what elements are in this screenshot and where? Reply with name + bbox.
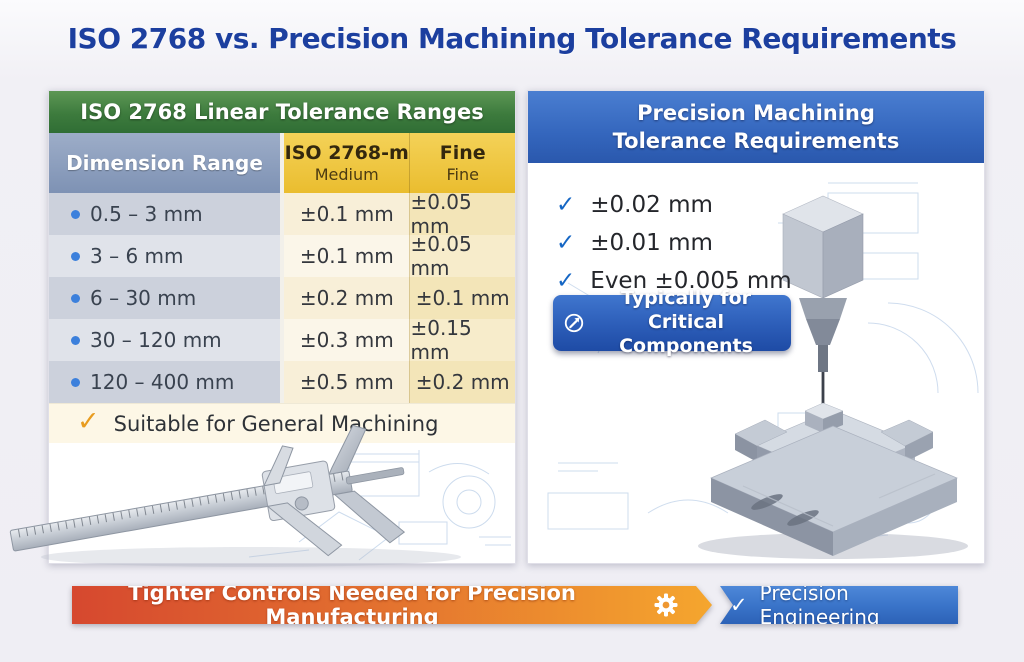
- fine-tolerance-cell: ±0.05 mm: [409, 232, 515, 280]
- critical-components-badge: Typically for Critical Components: [553, 287, 791, 357]
- table-row: 0.5 – 3 mm ±0.1 mm ±0.05 mm: [49, 190, 515, 238]
- dimension-range-cell: 120 – 400 mm: [49, 361, 285, 403]
- fine-tolerance-cell: ±0.2 mm: [409, 361, 515, 403]
- check-icon: ✓: [730, 593, 748, 617]
- col-header-medium-line1: ISO 2768-m: [284, 141, 409, 164]
- list-item: ✓ Even ±0.005 mm: [556, 262, 792, 300]
- bullet-dot-icon: [71, 377, 80, 387]
- tighter-controls-banner: Tighter Controls Needed for Precision Ma…: [72, 586, 712, 624]
- medium-tolerance-cell: ±0.2 mm: [284, 277, 410, 319]
- col-header-fine: Fine Fine: [409, 133, 515, 193]
- dimension-range-cell: 3 – 6 mm: [49, 235, 285, 277]
- list-item: ✓ ±0.02 mm: [556, 186, 792, 224]
- table-row: 120 – 400 mm ±0.5 mm ±0.2 mm: [49, 361, 515, 403]
- page-title: ISO 2768 vs. Precision Machining Toleran…: [67, 22, 957, 55]
- bullet-dot-icon: [71, 209, 80, 219]
- check-icon: ✓: [77, 406, 100, 437]
- col-header-medium-line2: Medium: [314, 165, 379, 185]
- range-label: 30 – 120 mm: [90, 328, 222, 352]
- check-icon: ✓: [556, 230, 576, 256]
- bullet-dot-icon: [71, 293, 80, 303]
- list-item: ✓ ±0.01 mm: [556, 224, 792, 262]
- machine-fixture-illustration: [698, 195, 968, 559]
- medium-tolerance-cell: ±0.1 mm: [284, 235, 410, 277]
- dimension-range-cell: 6 – 30 mm: [49, 277, 285, 319]
- medium-tolerance-cell: ±0.1 mm: [284, 193, 410, 235]
- bullet-dot-icon: [71, 251, 80, 261]
- right-header-line2: Tolerance Requirements: [612, 129, 900, 153]
- fine-tolerance-cell: ±0.15 mm: [409, 316, 515, 364]
- range-label: 0.5 – 3 mm: [90, 202, 203, 226]
- iso-2768-panel: ISO 2768 Linear Tolerance Ranges Dimensi…: [9, 90, 516, 567]
- range-label: 6 – 30 mm: [90, 286, 197, 310]
- tolerance-value: ±0.01 mm: [590, 230, 713, 256]
- left-panel-header: ISO 2768 Linear Tolerance Ranges: [49, 91, 515, 133]
- range-label: 3 – 6 mm: [90, 244, 184, 268]
- table-header-row: Dimension Range ISO 2768-m Medium Fine F…: [49, 133, 515, 193]
- precision-icon: [564, 313, 584, 333]
- col-header-fine-line1: Fine: [439, 141, 486, 164]
- col-header-fine-line2: Fine: [446, 165, 479, 185]
- precision-machining-panel: Precision Machining Tolerance Requiremen…: [527, 90, 985, 564]
- precision-engineering-banner: ✓ Precision Engineering: [720, 586, 958, 624]
- note-label: Suitable for General Machining: [113, 411, 439, 436]
- tolerance-value: Even ±0.005 mm: [590, 268, 792, 294]
- check-icon: ✓: [556, 268, 576, 294]
- general-machining-note: ✓ Suitable for General Machining: [49, 403, 515, 443]
- badge-line2: Components: [619, 334, 753, 357]
- dimension-range-cell: 0.5 – 3 mm: [49, 193, 285, 235]
- banner-left-label: Tighter Controls Needed for Precision Ma…: [128, 581, 576, 629]
- table-row: 6 – 30 mm ±0.2 mm ±0.1 mm: [49, 277, 515, 319]
- col-header-dimension-range: Dimension Range: [49, 133, 284, 193]
- fine-tolerance-cell: ±0.1 mm: [409, 277, 515, 319]
- badge-line1: Typically for Critical: [620, 287, 751, 334]
- medium-tolerance-cell: ±0.5 mm: [284, 361, 410, 403]
- fine-tolerance-cell: ±0.05 mm: [409, 190, 515, 238]
- tolerance-value: ±0.02 mm: [590, 192, 713, 218]
- right-header-line1: Precision Machining: [637, 100, 875, 125]
- badge-label: Typically for Critical Components: [591, 287, 781, 358]
- banner-right-label: Precision Engineering: [759, 581, 880, 629]
- caliper-illustration: [9, 424, 461, 567]
- table-row: 30 – 120 mm ±0.3 mm ±0.15 mm: [49, 316, 515, 364]
- dimension-range-cell: 30 – 120 mm: [49, 319, 285, 361]
- table-row: 3 – 6 mm ±0.1 mm ±0.05 mm: [49, 232, 515, 280]
- medium-tolerance-cell: ±0.3 mm: [284, 319, 410, 361]
- tolerance-check-list: ✓ ±0.02 mm ✓ ±0.01 mm ✓ Even ±0.005 mm: [556, 186, 792, 300]
- gear-icon: [654, 593, 678, 617]
- bullet-dot-icon: [71, 335, 80, 345]
- right-panel-header: Precision Machining Tolerance Requiremen…: [528, 91, 984, 163]
- check-icon: ✓: [556, 192, 576, 218]
- col-header-iso-2768-m: ISO 2768-m Medium: [284, 133, 410, 193]
- range-label: 120 – 400 mm: [90, 370, 235, 394]
